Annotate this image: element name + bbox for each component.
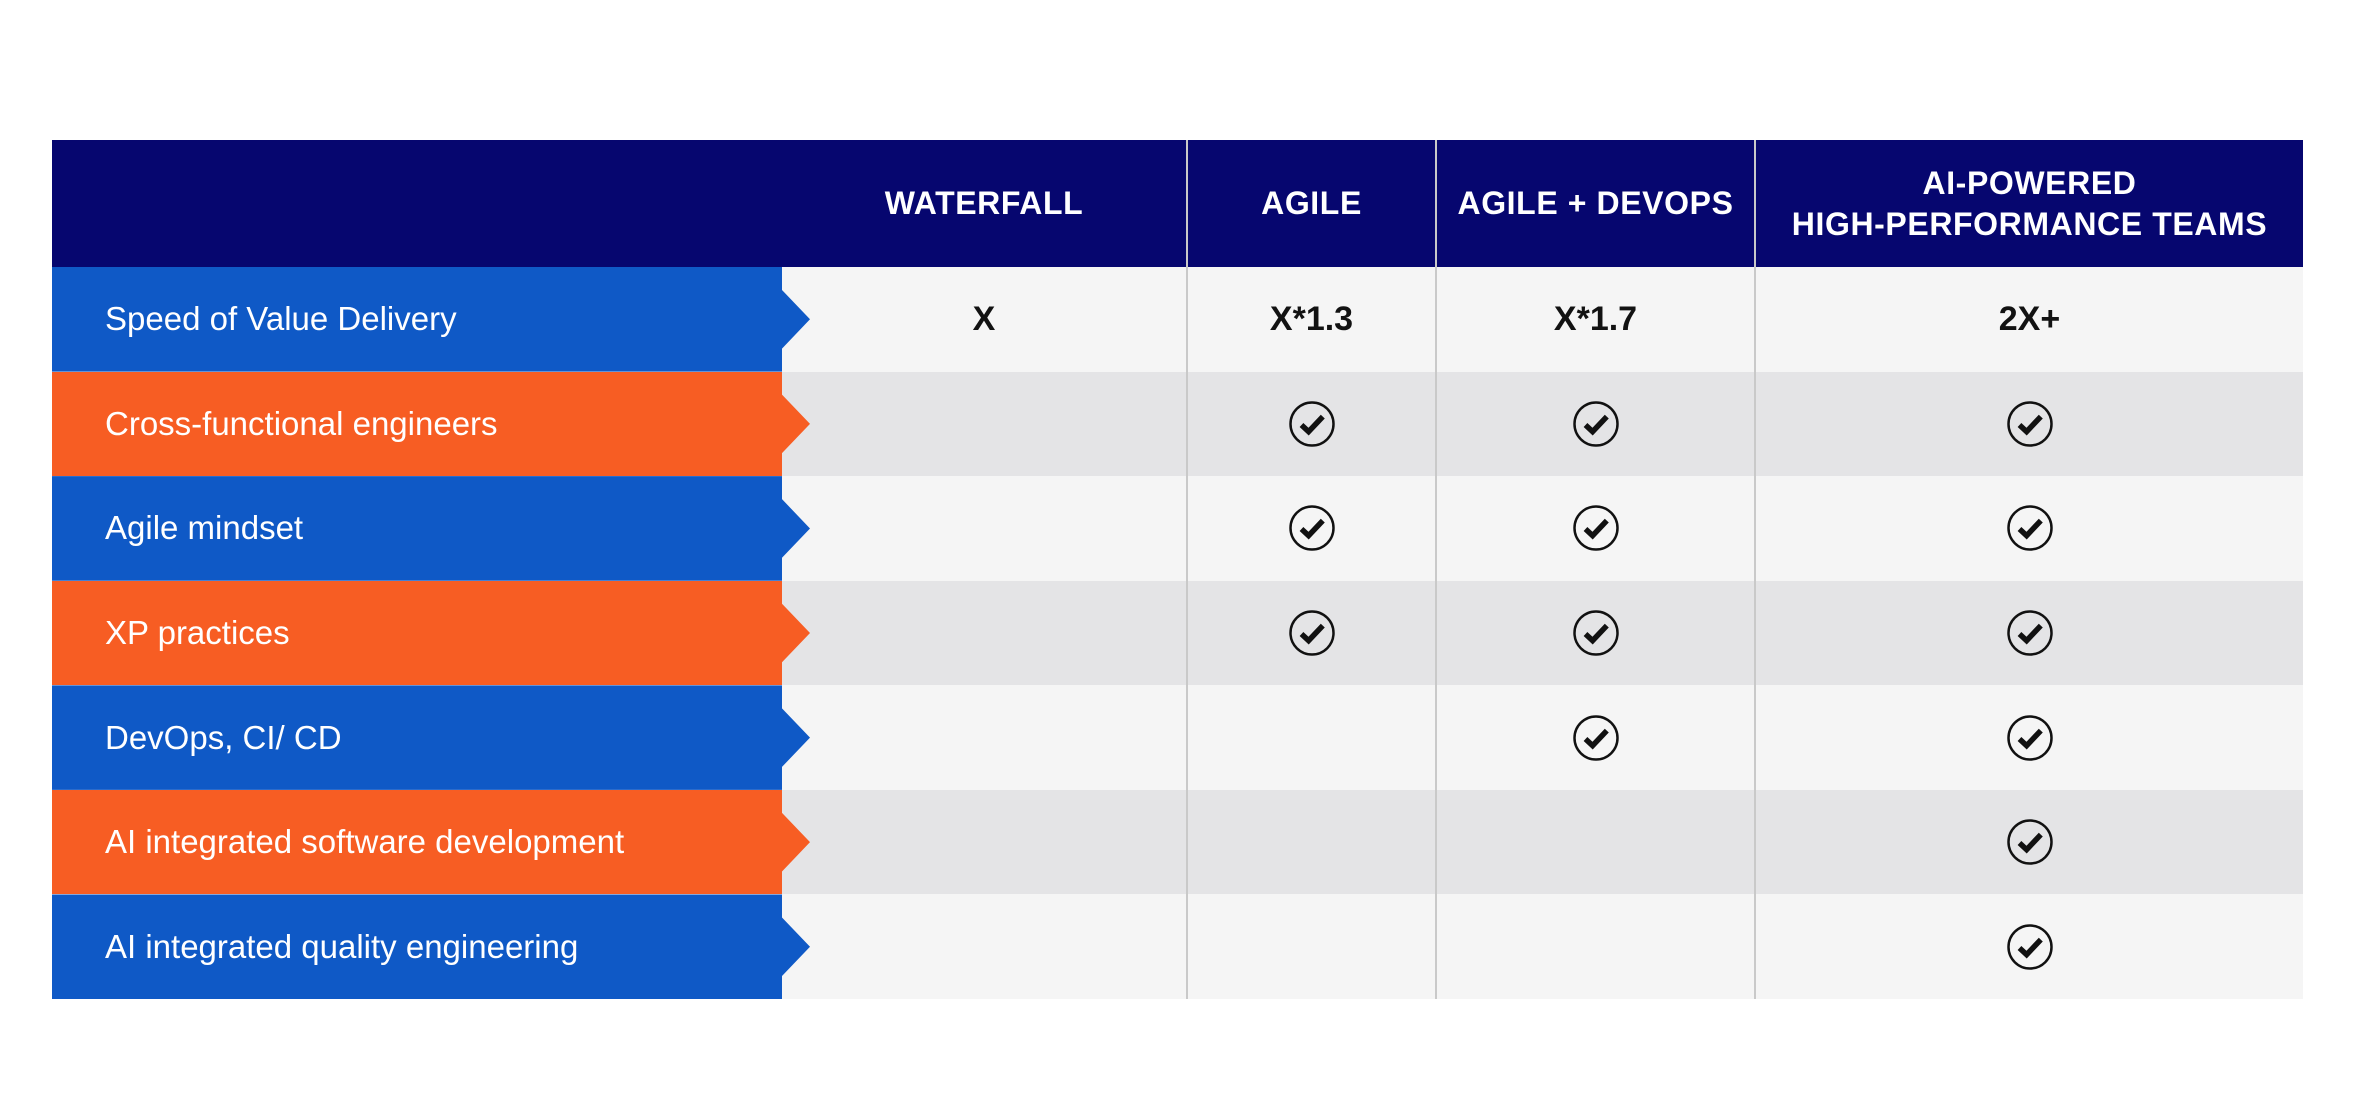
column-header-agile-devops: AGILE + DEVOPS	[1435, 140, 1754, 267]
table-row: Agile mindset	[52, 476, 2303, 581]
row-label-arrow: DevOps, CI/ CD	[52, 685, 810, 790]
cell-waterfall	[782, 685, 1186, 790]
check-circle-icon	[1572, 714, 1620, 762]
cell-ai-teams	[1754, 371, 2303, 477]
check-circle-icon	[1288, 400, 1336, 448]
cell-agile-devops	[1435, 580, 1754, 686]
row-label-arrow: Agile mindset	[52, 476, 810, 581]
row-label-arrow: AI integrated quality engineering	[52, 894, 810, 999]
cell-ai-teams	[1754, 894, 2303, 1000]
row-label: Cross-functional engineers	[105, 404, 498, 442]
cell-agile-devops	[1435, 371, 1754, 477]
cell-agile: X*1.3	[1186, 267, 1435, 372]
cell-agile-devops	[1435, 789, 1754, 895]
table-header-row: WATERFALL AGILE AGILE + DEVOPS AI-POWERED H…	[52, 140, 2303, 267]
cell-agile	[1186, 894, 1435, 1000]
check-circle-icon	[1572, 609, 1620, 657]
cell-ai-teams	[1754, 789, 2303, 895]
cell-ai-teams	[1754, 580, 2303, 686]
cell-agile-devops	[1435, 685, 1754, 790]
row-label: AI integrated quality engineering	[105, 927, 579, 965]
cell-agile	[1186, 476, 1435, 581]
table-row: AI integrated software development	[52, 789, 2303, 895]
table-row: DevOps, CI/ CD	[52, 685, 2303, 790]
cell-ai-teams	[1754, 685, 2303, 790]
cell-agile	[1186, 789, 1435, 895]
row-label: XP practices	[105, 614, 290, 652]
check-circle-icon	[1288, 504, 1336, 552]
table-row: Speed of Value Delivery X X*1.3 X*1.7 2X+	[52, 267, 2303, 372]
cell-agile-devops	[1435, 894, 1754, 1000]
cell-agile-devops: X*1.7	[1435, 267, 1754, 372]
row-label: Agile mindset	[105, 509, 304, 547]
cell-ai-teams	[1754, 476, 2303, 581]
column-header-waterfall: WATERFALL	[884, 185, 1084, 222]
cell-waterfall: X	[972, 299, 996, 338]
cell-waterfall	[782, 894, 1186, 999]
row-label: AI integrated software development	[105, 823, 625, 861]
cell-waterfall	[782, 476, 1186, 581]
check-circle-icon	[1572, 504, 1620, 552]
row-label-arrow: XP practices	[52, 581, 810, 686]
check-circle-icon	[1572, 400, 1620, 448]
check-circle-icon	[2006, 400, 2054, 448]
row-label-arrow: AI integrated software development	[52, 790, 810, 895]
row-label-arrow: Cross-functional engineers	[52, 372, 810, 477]
cell-waterfall	[782, 372, 1186, 477]
check-circle-icon	[2006, 609, 2054, 657]
cell-ai-teams: 2X+	[1754, 267, 2303, 372]
cell-agile	[1186, 371, 1435, 477]
column-header-agile: AGILE	[1186, 140, 1435, 267]
table-row: AI integrated quality engineering	[52, 894, 2303, 1000]
table-row: XP practices	[52, 580, 2303, 686]
check-circle-icon	[2006, 818, 2054, 866]
cell-agile	[1186, 685, 1435, 790]
check-circle-icon	[2006, 714, 2054, 762]
cell-waterfall	[782, 790, 1186, 895]
row-label: Speed of Value Delivery	[105, 300, 457, 338]
check-circle-icon	[2006, 504, 2054, 552]
row-label: DevOps, CI/ CD	[105, 718, 342, 756]
comparison-table: WATERFALL AGILE AGILE + DEVOPS AI-POWERED H…	[52, 140, 2303, 1000]
cell-agile-devops	[1435, 476, 1754, 581]
row-label-arrow: Speed of Value Delivery	[52, 267, 810, 372]
cell-agile	[1186, 580, 1435, 686]
column-header-feature	[52, 140, 782, 267]
check-circle-icon	[2006, 923, 2054, 971]
column-header-ai-teams: AI-POWERED HIGH-PERFORMANCE TEAMS	[1754, 140, 2303, 267]
table-row: Cross-functional engineers	[52, 371, 2303, 477]
cell-waterfall	[782, 581, 1186, 686]
check-circle-icon	[1288, 609, 1336, 657]
